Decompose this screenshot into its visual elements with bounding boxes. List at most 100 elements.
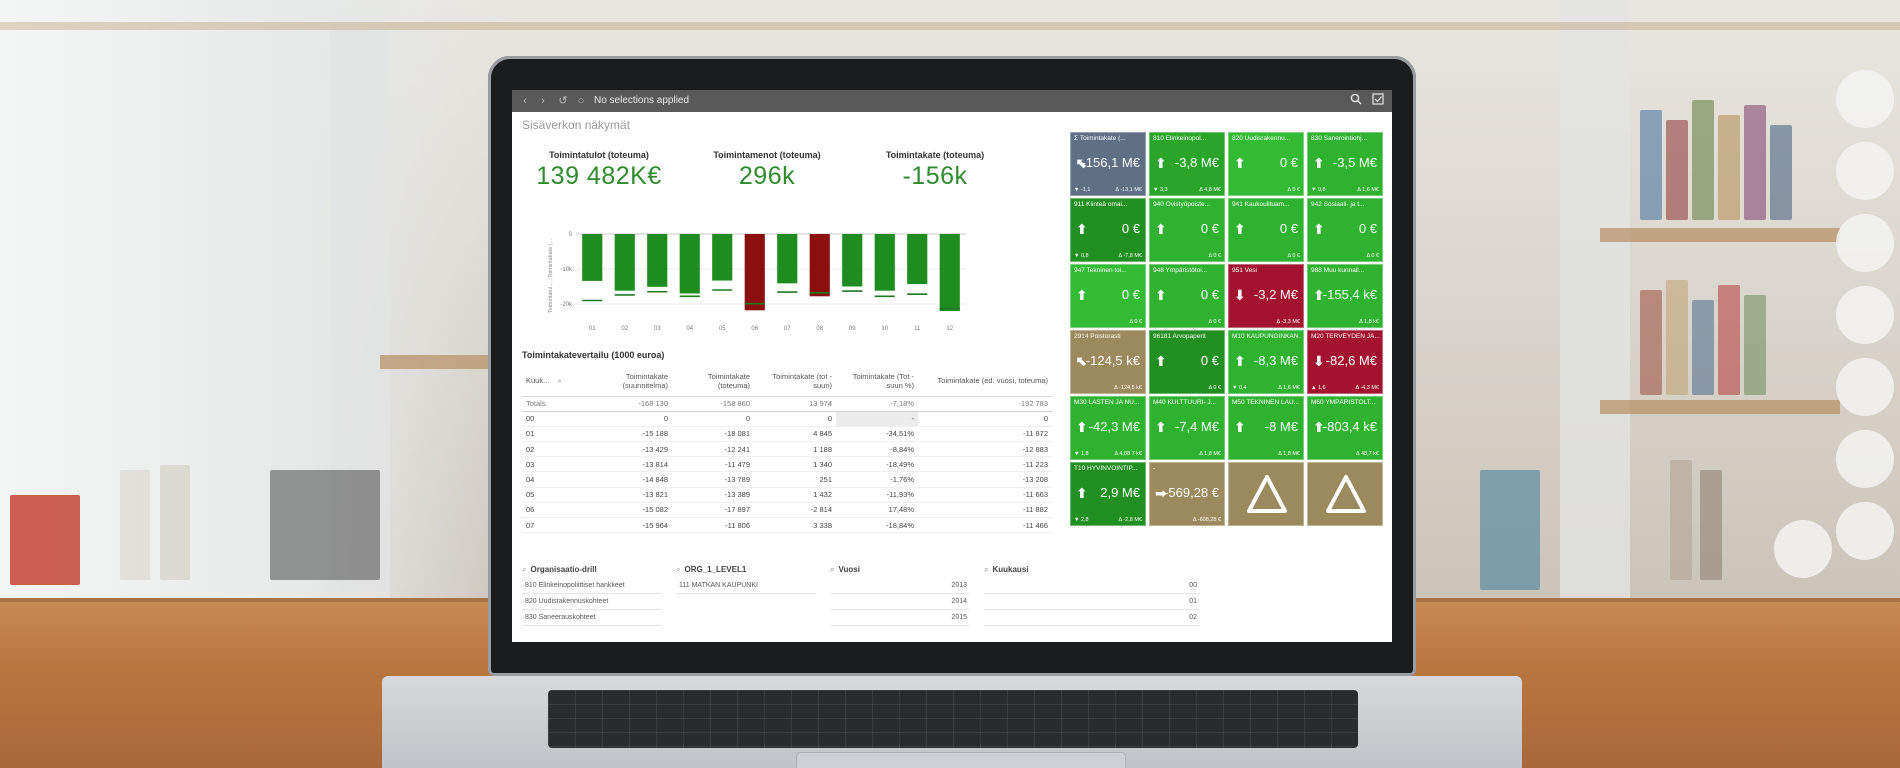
table-row[interactable]: 06 -15 082 -17 897 -2 814 17,48% -11 882 (522, 502, 1052, 519)
column-header[interactable]: Toimintakate (ed. vuosi, toteuma) (918, 366, 1052, 397)
heatmap-tile[interactable]: 942 Sosiaali- ja t... ⬆ 0 € Δ 0 € (1307, 198, 1383, 262)
table-row[interactable]: 02 -13 429 -12 241 1 188 -8,84% -12 883 (522, 441, 1052, 458)
margin-comparison-table[interactable]: Kuuk... ⌕ Toimintakate (suunnitelma) Toi… (522, 366, 1052, 534)
book (1666, 120, 1688, 220)
table-cell: -11 872 (918, 426, 1052, 443)
heatmap-tile[interactable]: M40 KULTTUURI- J... ⬆ -7,4 M€ Δ 1,8 M€ (1149, 396, 1225, 460)
heatmap-tile[interactable]: 2914 Poistorasti ⬉ -124,5 k€ Δ -124,5 k€ (1070, 330, 1146, 394)
table-cell: -17 897 (672, 502, 754, 519)
table-row[interactable]: 05 -13 821 -13 389 1 432 -11,93% -11 663 (522, 487, 1052, 503)
heatmap-tile[interactable]: Σ Toimintakate (... ⬉ -156,1 M€ ▼ -1,1 Δ -13… (1070, 132, 1146, 196)
filter-item[interactable]: 111 MATKAN KAUPUNKI (676, 578, 816, 594)
tile-footer-left: ▼ 2,8 (1074, 517, 1089, 523)
x-tick-label: 04 (686, 326, 693, 332)
monthly-margin-chart[interactable]: Toimintatul... , Toimintakate (... 0 -10k -… (546, 226, 976, 338)
heatmap-tile[interactable]: 940 Ovistyöpoiste... ⬆ 0 € Δ 0 € (1149, 198, 1225, 262)
table-cell: 02 (522, 441, 580, 458)
filter-title[interactable]: ⌕ ORG_1_LEVEL1 (676, 562, 816, 578)
search-icon[interactable]: ⌕ (522, 565, 527, 574)
trend-arrow-icon: ⬆ (1076, 485, 1088, 501)
table-row[interactable]: 07 -15 964 -11 806 3 338 -18,84% -11 466 (522, 517, 1052, 534)
filter-item[interactable]: 2014 (830, 594, 970, 610)
column-header[interactable]: Kuuk... ⌕ (522, 366, 580, 397)
kpi-value: -156k (902, 162, 968, 190)
heatmap-tile[interactable]: M60 YMPÄRISTÖLT... ⬆ -803,4 k€ Δ 48,7 k€ (1307, 396, 1383, 460)
filter-item[interactable]: 00 (984, 578, 1200, 594)
table-header-row: Kuuk... ⌕ Toimintakate (suunnitelma) Toi… (522, 366, 1052, 397)
heatmap-tile[interactable]: T10 HYVINVOINTIP... ⬆ 2,9 M€ ▼ 2,8 Δ -2,8 M€ (1070, 462, 1146, 526)
tile-footer-right: Δ 1,8 M€ (1199, 451, 1221, 457)
filter-item[interactable]: 2015 (830, 610, 970, 626)
filter-pane-org-level[interactable]: ⌕ ORG_1_LEVEL1 111 MATKAN KAUPUNKI (676, 562, 816, 594)
filter-pane-month[interactable]: ⌕ Kuukausi 00 01 02 (984, 562, 1200, 626)
table-cell: -13 208 (918, 471, 1052, 488)
decorative-disc (1836, 70, 1894, 128)
column-header[interactable]: Toimintakate (toteuma) (672, 366, 754, 397)
heatmap-tile[interactable]: 951 Vesi ⬇ -3,2 M€ Δ -3,3 M€ (1228, 264, 1304, 328)
search-icon[interactable] (1348, 93, 1364, 109)
filter-title[interactable]: ⌕ Organisaatio-drill (522, 562, 662, 578)
filter-item[interactable]: 810 Elinkeinopoliittiset hankkeet (522, 578, 662, 594)
heatmap-tile-empty[interactable] (1228, 462, 1304, 526)
clear-selections-icon[interactable]: ○ (577, 95, 585, 107)
filter-title[interactable]: ⌕ Kuukausi (984, 562, 1200, 578)
laptop-trackpad (796, 752, 1126, 768)
tile-footer-right: Δ 1,6 M€ (1278, 385, 1300, 391)
heatmap-tile[interactable]: 947 Tekninen toi... ⬆ 0 € Δ 0 € (1070, 264, 1146, 328)
column-header[interactable]: Toimintakate (suunnitelma) (580, 366, 672, 397)
tile-value: -155,4 k€ (1322, 287, 1377, 302)
heatmap-tile[interactable]: M10 KAUPUNGINKAN... ⬆ -8,3 M€ ▼ 0,4 Δ 1,6 M€ (1228, 330, 1304, 394)
heatmap-tile[interactable]: 810 Elinkeinopol... ⬆ -3,8 M€ ▼ 3,3 Δ 4,8 M€ (1149, 132, 1225, 196)
forward-arrow-icon[interactable]: › (541, 95, 545, 107)
organisation-heatmap[interactable]: Σ Toimintakate (... ⬉ -156,1 M€ ▼ -1,1 Δ -13… (1070, 132, 1386, 526)
search-icon[interactable]: ⌕ (830, 565, 835, 574)
filter-item[interactable]: 01 (984, 594, 1200, 610)
filter-pane-year[interactable]: ⌕ Vuosi 2013 2014 2015 (830, 562, 970, 626)
heatmap-tile[interactable]: 820 Uudisrakennu... ⬆ 0 € Δ 0 € (1228, 132, 1304, 196)
heatmap-tile[interactable]: M30 LASTEN JA NU... ⬆ -42,3 M€ ▼ 1,8 Δ 4,88 … (1070, 396, 1146, 460)
book (270, 470, 380, 580)
filter-item[interactable]: 02 (984, 610, 1200, 626)
table-row[interactable]: 04 -14 848 -13 789 251 -1,76% -13 208 (522, 471, 1052, 488)
filter-item[interactable]: 2013 (830, 578, 970, 594)
search-icon[interactable]: ⌕ (984, 565, 989, 574)
history-icon[interactable]: ↺ (558, 95, 568, 107)
column-header[interactable]: Toimintakate (Tot - suun %) (836, 366, 918, 397)
kpi-income[interactable]: Toimintatulot (toteuma) 139 482K€ (524, 150, 674, 191)
heatmap-tile-empty[interactable] (1307, 462, 1383, 526)
table-cell: -8,84% (836, 441, 918, 458)
kpi-expenses[interactable]: Toimintamenot (toteuma) 296k (692, 150, 842, 191)
table-cell: -18 081 (672, 426, 754, 443)
kpi-margin[interactable]: Toimintakate (toteuma) -156k (860, 150, 1010, 191)
heatmap-tile[interactable]: 96181 Arvopaperit ⬆ 0 € Δ 0 € (1149, 330, 1225, 394)
table-row[interactable]: 03 -13 814 -11 479 1 340 -18,49% -11 223 (522, 456, 1052, 473)
heatmap-tile[interactable]: M20 TERVEYDEN JA... ⬇ -82,6 M€ ▲ 1,6 Δ -4,3 … (1307, 330, 1383, 394)
table-cell: -13 429 (580, 441, 672, 458)
tile-footer-left: ▼ 0,8 (1311, 187, 1326, 193)
search-icon[interactable]: ⌕ (557, 375, 562, 385)
table-row[interactable]: 01 -15 188 -18 081 4 845 -34,51% -11 872 (522, 426, 1052, 443)
trend-arrow-icon: ⬆ (1076, 221, 1088, 237)
search-icon[interactable]: ⌕ (676, 565, 681, 574)
heatmap-tile[interactable]: 988 Muu kunnall... ⬆ -155,4 k€ Δ 1,8 k€ (1307, 264, 1383, 328)
back-arrow-icon[interactable]: ‹ (523, 95, 527, 107)
selections-tool-icon[interactable] (1370, 93, 1386, 109)
tile-footer-right: Δ -2,8 M€ (1118, 517, 1142, 523)
column-header[interactable]: Toimintakate (tot - suun) (754, 366, 836, 397)
filter-item[interactable]: 830 Saneerauskohteet (522, 610, 662, 626)
tile-footer-right: Δ -4,3 M€ (1355, 385, 1379, 391)
filter-pane-organisation[interactable]: ⌕ Organisaatio-drill 810 Elinkeinopoliitti… (522, 562, 662, 626)
bar (777, 234, 798, 284)
filter-item[interactable]: 820 Uudisrakennuskohteet (522, 594, 662, 610)
tile-footer: Δ -124,5 k€ (1074, 385, 1142, 391)
heatmap-tile[interactable]: 911 Kiinteä omai... ⬆ 0 € ▼ 0,8 Δ -7,8 M€ (1070, 198, 1146, 262)
bar (874, 234, 895, 291)
heatmap-tile[interactable]: 948 Ympäristötoi... ⬆ 0 € Δ 0 € (1149, 264, 1225, 328)
heatmap-tile[interactable]: 830 Sanerointiohj... ⬆ -3,5 M€ ▼ 0,8 Δ 1,6 M… (1307, 132, 1383, 196)
heatmap-tile[interactable]: - ➡ -569,28 € Δ -608,28 € (1149, 462, 1225, 526)
heatmap-tile[interactable]: 941 Kaukoulituam... ⬆ 0 € Δ 0 € (1228, 198, 1304, 262)
filter-title[interactable]: ⌕ Vuosi (830, 562, 970, 578)
heatmap-tile[interactable]: M50 TEKNINEN LAU... ⬆ -8 M€ Δ 1,8 M€ (1228, 396, 1304, 460)
table-row[interactable]: 00 0 0 0-0 (522, 411, 1052, 427)
tile-footer-right: Δ 0 € (1129, 319, 1142, 325)
